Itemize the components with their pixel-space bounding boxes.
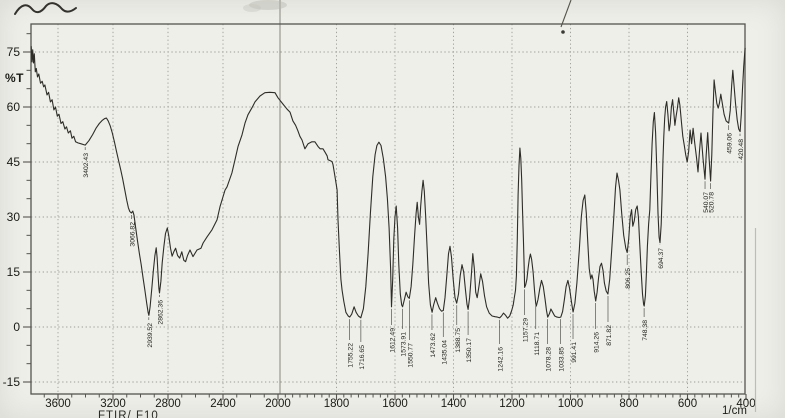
peak-wavenumber-label: 806.25	[625, 268, 632, 289]
peak-wavenumber-label: 991.41	[571, 342, 578, 363]
peak-wavenumber-label: 1033.85	[559, 347, 566, 372]
peak-wavenumber-label: 1573.91	[401, 332, 408, 357]
peak-wavenumber-label: 1118.71	[534, 332, 541, 356]
y-tick-label: 30	[7, 210, 21, 224]
y-tick-label: 0	[13, 320, 20, 334]
scratch-mark	[560, 0, 572, 28]
x-tick-label: 1800	[324, 398, 350, 410]
scratch-dot-mark	[561, 30, 565, 34]
peak-wavenumber-label: 1550.77	[407, 343, 414, 368]
peak-wavenumber-label: 1242.16	[498, 347, 505, 372]
x-tick-label: 400	[736, 398, 755, 410]
instrument-id-text: FTIR/ F10	[98, 410, 159, 418]
x-tick-label: 3600	[45, 398, 71, 410]
y-tick-label: 45	[7, 155, 21, 169]
peak-wavenumber-label: 3066.82	[129, 222, 136, 247]
peak-wavenumber-label: 2862.36	[157, 300, 164, 325]
peak-wavenumber-label: 871.82	[606, 325, 613, 346]
y-tick-label: -15	[3, 375, 21, 389]
peak-wavenumber-label: 459.06	[727, 133, 734, 154]
peak-wavenumber-label: 694.37	[658, 248, 665, 269]
x-tick-label: 1600	[382, 398, 408, 410]
y-tick-label: 60	[7, 100, 21, 114]
peak-wavenumber-label: 3402.43	[83, 153, 90, 178]
peak-wavenumber-label: 1078.28	[546, 347, 553, 372]
peak-wavenumber-label: 2939.52	[147, 323, 154, 348]
peak-wavenumber-label: 748.38	[642, 320, 649, 341]
y-tick-label: 15	[7, 265, 21, 279]
spectrum-curve	[30, 45, 746, 319]
y-tick-label: 75	[7, 45, 21, 59]
smudge-mark	[243, 4, 261, 12]
peak-wavenumber-label: 1755.22	[348, 343, 355, 368]
x-tick-label: 1000	[558, 398, 584, 410]
smudge-mark	[249, 0, 287, 10]
pen-scribble-mark	[14, 2, 77, 15]
x-tick-label: 1200	[499, 398, 525, 410]
peak-wavenumber-label: 520.78	[709, 192, 716, 213]
peak-wavenumber-label: 1157.29	[523, 318, 530, 342]
peak-wavenumber-label: 1435.04	[441, 340, 448, 365]
peak-wavenumber-label: 420.48	[738, 139, 745, 160]
x-tick-label: 2000	[265, 398, 291, 410]
x-axis-unit-label: 1/cm	[722, 405, 747, 417]
x-tick-label: 2800	[155, 398, 181, 410]
x-tick-label: 800	[619, 398, 638, 410]
peak-wavenumber-label: 1350.17	[466, 338, 473, 363]
x-tick-label: 600	[678, 398, 697, 410]
y-axis-unit-label: %T	[5, 71, 24, 85]
peak-wavenumber-label: 1716.65	[359, 345, 366, 370]
peak-wavenumber-label: 1388.75	[455, 328, 462, 353]
peak-wavenumber-label: 1473.62	[430, 333, 437, 358]
x-tick-label: 1400	[441, 398, 467, 410]
peak-wavenumber-label: 1612.49	[389, 328, 396, 353]
peak-wavenumber-label: 914.26	[594, 332, 601, 353]
peak-wavenumber-label: 540.07	[703, 192, 710, 213]
x-tick-label: 2400	[210, 398, 236, 410]
x-tick-label: 3200	[100, 398, 126, 410]
